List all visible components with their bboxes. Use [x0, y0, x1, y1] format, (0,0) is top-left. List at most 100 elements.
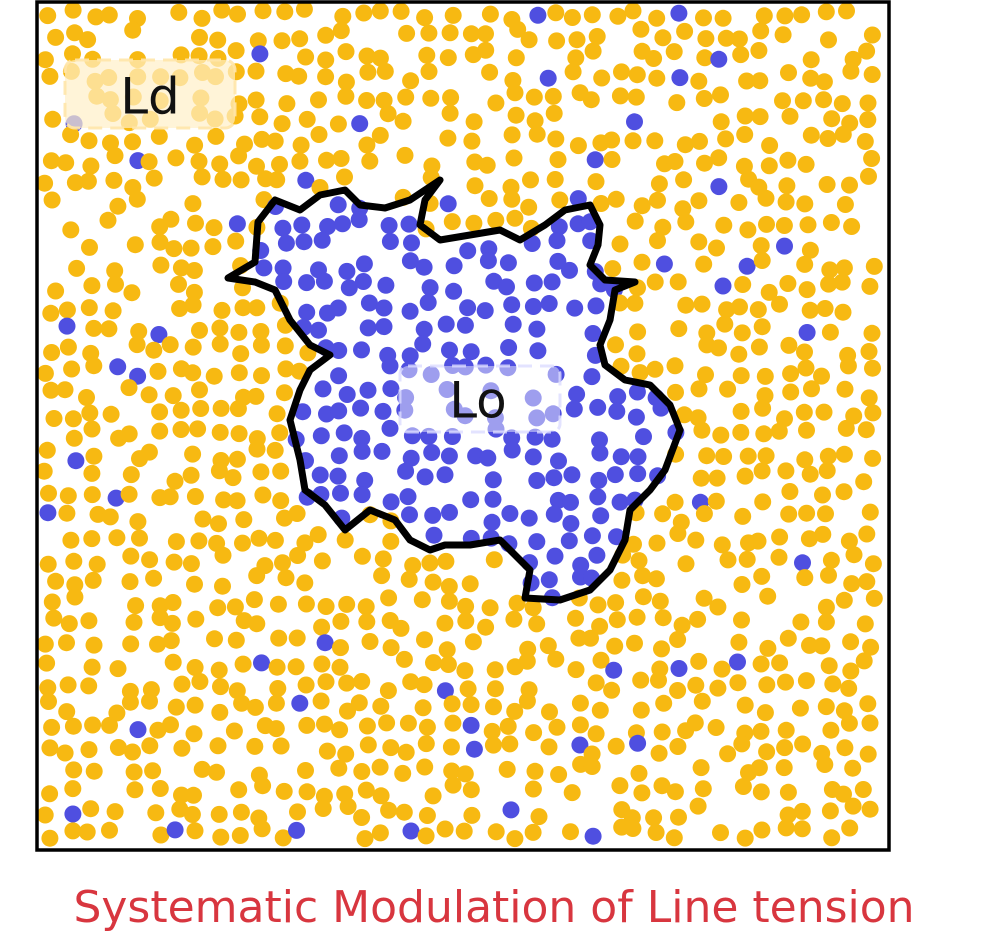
ld-lipid	[603, 681, 621, 699]
lo-lipid	[776, 237, 793, 255]
ld-lipid	[541, 703, 558, 721]
ld-lipid	[732, 423, 750, 441]
ld-lipid	[719, 551, 737, 569]
ld-lipid	[816, 300, 834, 317]
ld-lipid	[337, 43, 355, 61]
lo-lipid	[297, 171, 315, 189]
ld-lipid	[731, 298, 748, 316]
ld-lipid	[313, 618, 331, 636]
lo-lipid	[421, 279, 439, 297]
ld-lipid	[358, 613, 376, 631]
ld-lipid	[298, 110, 316, 128]
lo-lipid	[611, 493, 629, 511]
ld-lipid	[627, 88, 645, 106]
ld-lipid	[750, 42, 768, 59]
ld-lipid	[690, 233, 708, 251]
ld-lipid	[593, 69, 611, 87]
ld-lipid	[798, 504, 816, 522]
ld-lipid	[38, 654, 56, 672]
ld-lipid	[625, 535, 642, 553]
ld-lipid	[800, 530, 818, 548]
ld-lipid	[109, 197, 127, 215]
ld-lipid	[774, 92, 791, 110]
ld-lipid	[713, 536, 731, 554]
ld-lipid	[211, 155, 229, 173]
ld-lipid	[779, 783, 797, 801]
ld-lipid	[442, 738, 460, 756]
ld-lipid	[254, 777, 272, 795]
ld-lipid	[563, 784, 581, 802]
lo-lipid	[359, 319, 377, 337]
ld-lipid	[43, 718, 61, 736]
ld-lipid	[692, 469, 710, 487]
ld-lipid	[814, 525, 832, 543]
ld-lipid	[208, 763, 225, 781]
ld-lipid	[604, 260, 622, 278]
ld-lipid	[665, 829, 683, 847]
lo-lipid	[572, 556, 590, 574]
ld-lipid	[624, 132, 642, 150]
ld-lipid	[507, 49, 525, 67]
ld-lipid	[355, 4, 373, 22]
ld-lipid	[607, 190, 625, 208]
ld-lipid	[477, 618, 495, 636]
lo-lipid	[423, 444, 441, 461]
ld-lipid	[525, 88, 543, 106]
ld-lipid	[235, 511, 253, 529]
ld-lipid	[732, 46, 750, 64]
ld-lipid	[140, 443, 158, 461]
ld-lipid	[676, 22, 694, 40]
ld-lipid	[361, 633, 379, 650]
ld-lipid	[441, 104, 459, 122]
ld-lipid	[835, 483, 853, 501]
ld-lipid	[130, 323, 148, 340]
ld-lipid	[127, 597, 145, 615]
ld-lipid	[353, 809, 371, 826]
ld-lipid	[548, 32, 566, 50]
ld-lipid	[837, 419, 855, 437]
ld-lipid	[669, 631, 687, 648]
ld-lipid	[232, 345, 250, 363]
ld-lipid	[151, 403, 169, 421]
ld-lipid	[587, 674, 605, 692]
ld-lipid	[817, 598, 835, 616]
lo-lipid	[584, 325, 602, 342]
ld-lipid	[816, 756, 834, 773]
ld-lipid	[336, 168, 353, 186]
ld-lipid	[277, 360, 295, 378]
ld-lipid	[424, 787, 442, 805]
ld-lipid	[186, 659, 204, 676]
lo-lipid	[314, 380, 332, 398]
ld-lipid	[859, 695, 877, 713]
ld-lipid	[269, 595, 287, 613]
lo-lipid	[415, 258, 433, 276]
ld-lipid	[47, 28, 65, 46]
lo-lipid	[571, 736, 589, 754]
ld-lipid	[730, 194, 748, 211]
ld-lipid	[648, 69, 666, 87]
ld-lipid	[317, 68, 335, 86]
ld-lipid	[190, 152, 208, 170]
ld-lipid	[140, 153, 158, 171]
lo-lipid	[583, 527, 601, 545]
ld-lipid	[372, 787, 390, 805]
ld-lipid	[734, 507, 752, 525]
ld-lipid	[781, 483, 799, 500]
lo-lipid	[456, 316, 474, 334]
ld-lipid	[758, 215, 775, 233]
ld-lipid	[591, 617, 609, 635]
lo-lipid	[520, 509, 538, 527]
ld-lipid	[498, 760, 516, 778]
ld-lipid	[254, 486, 272, 504]
lo-lipid	[589, 398, 607, 416]
ld-lipid	[753, 567, 771, 585]
ld-lipid	[794, 92, 812, 110]
ld-lipid	[864, 449, 882, 467]
ld-lipid	[420, 63, 438, 80]
ld-label-box	[63, 58, 237, 130]
ld-lipid	[331, 721, 349, 739]
ld-lipid	[793, 802, 811, 820]
ld-lipid	[562, 823, 579, 841]
lo-lipid	[382, 380, 400, 398]
ld-lipid	[758, 676, 776, 694]
